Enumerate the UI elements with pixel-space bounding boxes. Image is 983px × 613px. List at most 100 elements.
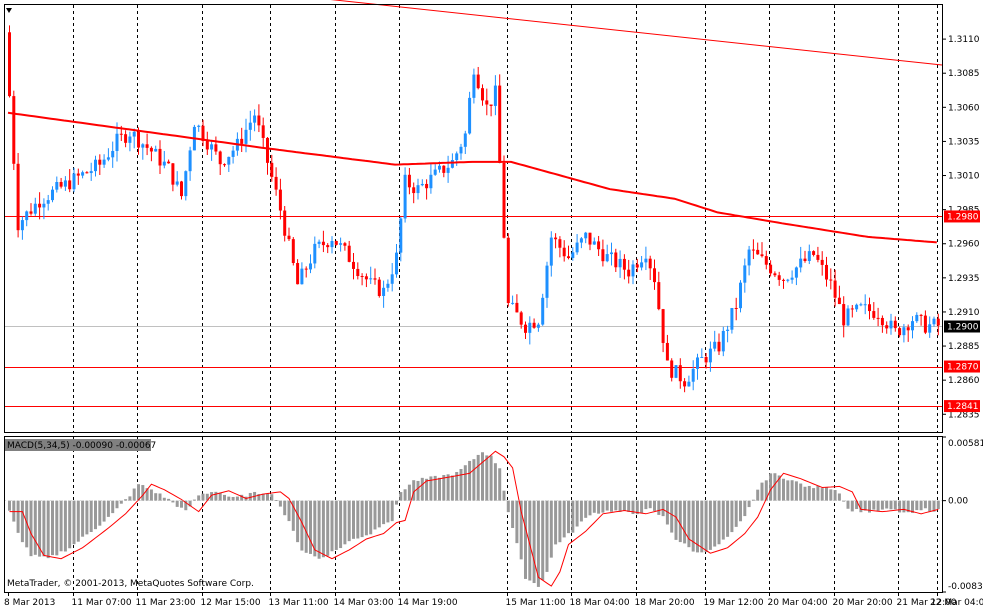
candle-body <box>442 165 446 173</box>
macd-histogram-bar <box>149 489 153 501</box>
macd-histogram-bar <box>81 500 85 537</box>
candle-body <box>248 122 252 130</box>
candlestick <box>876 307 880 327</box>
macd-histogram-bar <box>747 500 751 508</box>
candle-body <box>291 239 295 264</box>
macd-histogram-bar <box>906 500 910 513</box>
candle-body <box>85 172 89 174</box>
candlestick <box>8 25 11 98</box>
candlestick <box>880 315 884 333</box>
candlestick <box>309 254 312 274</box>
macd-histogram-bar <box>489 455 493 501</box>
triangle-down-icon[interactable] <box>6 8 12 13</box>
candle-body <box>562 247 566 257</box>
axis-layer: 8 Mar 2013 11 Mar 07:00 11 Mar 23:00 12 Mar… <box>4 35 983 608</box>
candlestick <box>20 216 24 240</box>
x-tick-label: 19 Mar 12:00 <box>704 598 764 608</box>
candlestick <box>493 75 497 116</box>
candle-body <box>231 150 235 157</box>
candlestick <box>571 247 575 261</box>
candlestick <box>622 254 626 280</box>
macd-histogram-bar <box>197 495 201 501</box>
macd-histogram-bar <box>889 500 893 510</box>
macd-histogram-bar <box>446 474 450 501</box>
candlestick <box>696 353 699 380</box>
macd-histogram-bar <box>270 494 274 501</box>
candle-body <box>223 164 226 166</box>
macd-histogram-bar <box>55 500 59 556</box>
candlestick <box>382 280 386 308</box>
candlestick <box>106 148 110 162</box>
candle-body <box>541 297 545 325</box>
candle-body <box>72 173 76 190</box>
candle-body <box>519 312 523 325</box>
candlestick <box>240 127 244 153</box>
candle-body <box>270 162 274 177</box>
macd-histogram-bar <box>696 500 699 553</box>
macd-histogram-bar <box>635 500 639 515</box>
macd-histogram-bar <box>661 500 665 517</box>
candle-body <box>347 245 351 262</box>
candlestick <box>455 151 459 166</box>
macd-histogram-bar <box>734 500 738 527</box>
macd-histogram-bar <box>373 500 377 530</box>
candle-body <box>489 104 493 106</box>
macd-histogram-bar <box>442 475 446 501</box>
candlestick <box>442 165 446 178</box>
candle-body <box>618 258 622 268</box>
macd-histogram-bar <box>76 500 80 542</box>
macd-histogram-bar <box>266 493 269 501</box>
macd-histogram-bar <box>403 489 407 501</box>
candle-body <box>923 315 927 333</box>
level-price-badge <box>944 210 980 223</box>
candle-body <box>356 268 360 277</box>
macd-histogram-bar <box>872 500 876 510</box>
price-panel <box>5 0 943 407</box>
candlestick <box>635 258 639 273</box>
candlestick <box>51 186 54 203</box>
candlestick <box>515 294 519 313</box>
candle-body <box>760 254 764 257</box>
candlestick <box>906 324 910 342</box>
candlestick <box>420 179 424 187</box>
candle-body <box>29 211 33 214</box>
macd-histogram-bar <box>485 455 489 501</box>
macd-histogram-bar <box>631 500 635 515</box>
macd-histogram-bar <box>528 500 532 581</box>
candlestick <box>253 109 257 132</box>
candlestick <box>352 252 355 280</box>
macd-histogram-bar <box>248 492 252 501</box>
macd-histogram-bar <box>579 500 583 522</box>
candlestick <box>562 240 566 262</box>
candlestick <box>700 348 704 358</box>
candle-body <box>644 258 648 263</box>
candlestick <box>803 250 807 263</box>
macd-histogram-bar <box>33 500 37 555</box>
candle-body <box>321 241 325 246</box>
candlestick <box>786 278 790 283</box>
candlestick <box>825 256 828 287</box>
macd-histogram-bar <box>786 480 790 501</box>
macd-histogram-bar <box>25 500 29 548</box>
candle-body <box>816 254 820 260</box>
candlestick <box>769 260 773 277</box>
macd-histogram-bar <box>739 500 742 522</box>
candle-body <box>545 265 549 298</box>
candlestick <box>124 130 128 148</box>
candle-body <box>751 249 755 251</box>
candle-body <box>880 317 884 326</box>
candlestick <box>816 246 820 263</box>
candlestick <box>911 316 914 339</box>
macd-histogram-bar <box>670 500 674 533</box>
macd-histogram-bar <box>644 500 648 510</box>
candle-body <box>141 144 145 148</box>
x-tick-label: 20 Mar 20:00 <box>833 598 893 608</box>
candlestick <box>932 316 936 327</box>
macd-histogram-bar <box>932 500 936 512</box>
macd-histogram-bar <box>425 478 429 501</box>
level-price-badge <box>944 360 980 373</box>
macd-title-text: MACD(5,34,5) -0.00090 -0.00067 <box>7 441 156 451</box>
macd-histogram-bar <box>158 493 162 501</box>
